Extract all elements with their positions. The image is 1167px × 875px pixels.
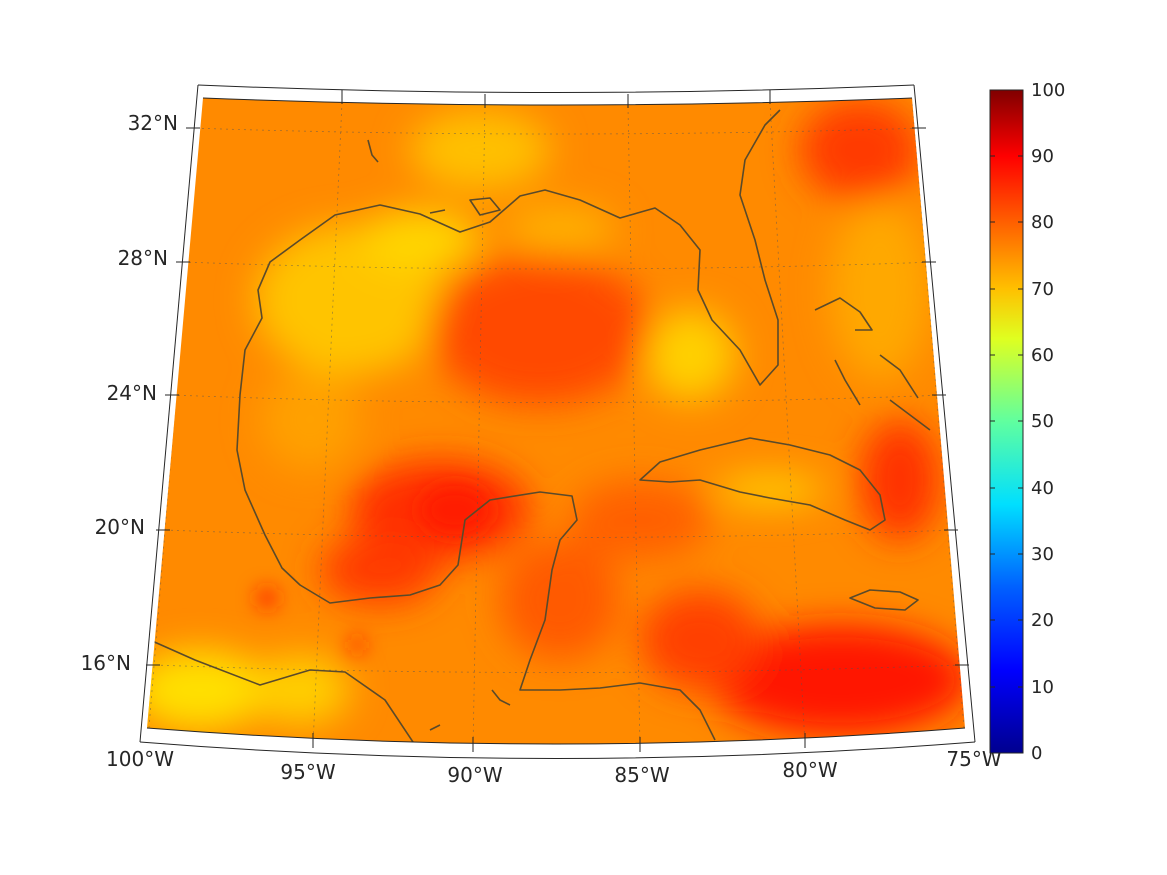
graticule	[147, 98, 965, 744]
colorbar: 100 90 80 70 60 50 40 30 20 10 0	[989, 80, 1065, 764]
colorbar-label-70: 70	[1031, 279, 1054, 300]
lon-label-90w: 90°W	[447, 763, 502, 787]
lon-label-100w: 100°W	[106, 747, 174, 771]
colorbar-label-40: 40	[1031, 478, 1054, 499]
bahamas-coast	[814, 297, 931, 431]
cuba-coast	[639, 437, 886, 531]
colorbar-label-50: 50	[1031, 411, 1054, 432]
colorbar-label-30: 30	[1031, 544, 1054, 565]
lon-label-80w: 80°W	[782, 758, 837, 782]
colorbar-label-80: 80	[1031, 212, 1054, 233]
lon-label-95w: 95°W	[280, 760, 335, 784]
central-america-coast	[429, 689, 511, 731]
lat-label-28n: 28°N	[118, 246, 168, 270]
jamaica-coast	[849, 589, 919, 611]
colorbar-label-10: 10	[1031, 677, 1054, 698]
colorbar-label-90: 90	[1031, 146, 1054, 167]
axis-ticks	[146, 90, 969, 752]
map-frame	[139, 84, 976, 759]
lat-label-20n: 20°N	[95, 515, 145, 539]
colorbar-label-20: 20	[1031, 610, 1054, 631]
gulf-coast-mainland	[149, 109, 781, 744]
colorbar-label-100: 100	[1031, 80, 1065, 101]
colorbar-ticks	[990, 155, 1023, 688]
relative-humidity-field	[147, 98, 965, 744]
lon-label-85w: 85°W	[614, 763, 669, 787]
colorbar-label-0: 0	[1031, 743, 1042, 764]
colorbar-label-60: 60	[1031, 345, 1054, 366]
gulf-islands	[367, 139, 501, 216]
lat-label-16n: 16°N	[81, 651, 131, 675]
lat-label-32n: 32°N	[128, 111, 178, 135]
coastlines	[149, 109, 931, 744]
colorbar-gradient	[989, 89, 1024, 754]
lat-label-24n: 24°N	[107, 381, 157, 405]
